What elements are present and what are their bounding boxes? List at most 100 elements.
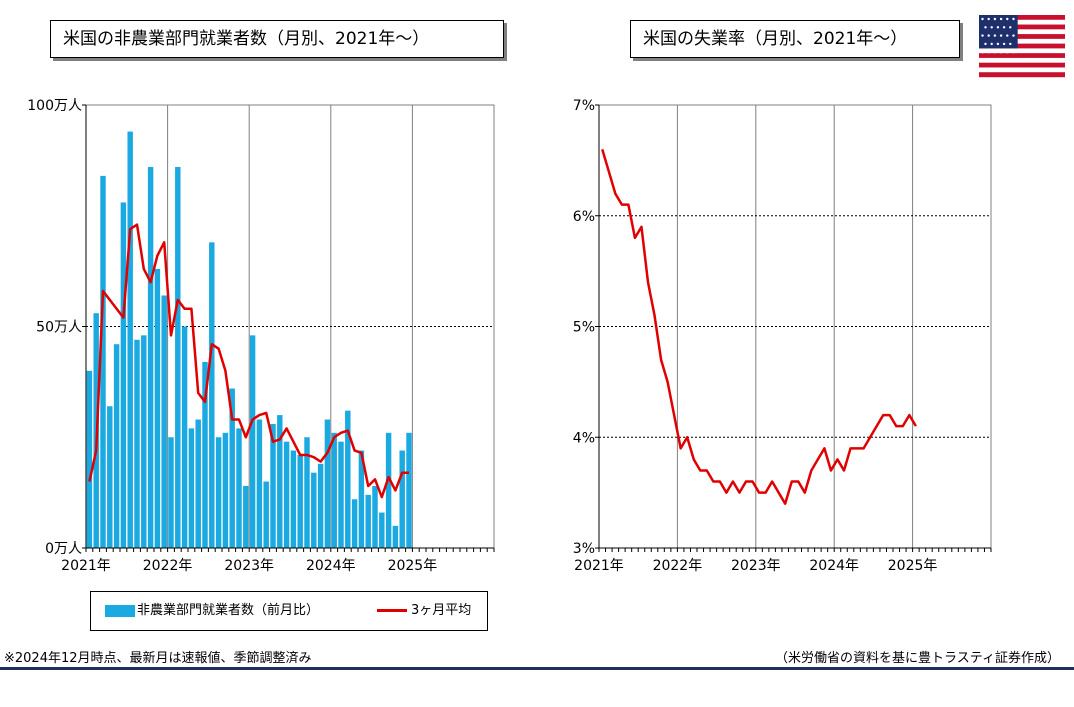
flag-star: [1009, 26, 1012, 29]
bar: [229, 388, 235, 548]
moving-average-line: [88, 223, 409, 499]
bar: [168, 437, 174, 548]
flag-stripe: [979, 24, 1065, 30]
bar: [317, 463, 324, 548]
flag-stripe: [979, 57, 1065, 63]
bar: [127, 131, 133, 548]
flag-star: [987, 17, 990, 21]
y-tick-label: 0万人: [45, 541, 82, 557]
bar: [256, 419, 263, 548]
bar: [324, 419, 331, 548]
us-flag-icon: [979, 15, 1065, 78]
flag-star: [1002, 42, 1006, 46]
bar: [351, 499, 358, 548]
flag-star: [1012, 51, 1015, 54]
flag-stripe: [979, 15, 1065, 20]
bar: [154, 268, 161, 548]
bar: [86, 370, 93, 548]
flag-star: [1002, 26, 1006, 29]
bar: [113, 344, 120, 548]
bar: [134, 339, 140, 548]
flag-star: [1006, 51, 1009, 54]
flag-star: [984, 26, 987, 29]
bottom-rule: [0, 667, 1074, 670]
bar: [283, 441, 290, 548]
bar: [120, 202, 127, 548]
flag-star: [993, 51, 997, 54]
bar: [406, 432, 412, 548]
flag-star: [999, 17, 1003, 21]
source-note: （米労働省の資料を基に豊トラスティ証券作成）: [775, 651, 1060, 666]
footnote: ※2024年12月時点、最新月は速報値、季節調整済み: [4, 651, 312, 666]
x-tick-label: 2025年: [388, 558, 438, 574]
flag-star: [996, 42, 1000, 46]
bar: [338, 441, 344, 548]
unemployment-plot: 3% 4% 5% 6% 7% 2021年 2022年 2023年 2024年 2025年: [573, 98, 992, 574]
bar: [392, 525, 399, 548]
flag-star: [987, 51, 990, 54]
flag-star: [999, 51, 1003, 54]
bar: [263, 481, 269, 548]
x-tick-label: 2021年: [574, 558, 624, 574]
flag-stripe: [979, 53, 1065, 59]
x-tick-label: 2023年: [224, 558, 274, 574]
flag-stripe: [979, 43, 1065, 49]
flag-star: [1009, 42, 1012, 46]
bar: [331, 432, 337, 548]
employment-plot: 0万人 50万人 100万人 2021年 2022年 2023年 2024年 2025年: [27, 98, 495, 574]
right-chart-title: 米国の失業率（月別、2021年～）: [630, 20, 960, 58]
bar: [141, 335, 147, 548]
y-tick-label: 5%: [573, 320, 595, 336]
flag-star: [999, 34, 1003, 37]
flag-stripe: [979, 48, 1065, 54]
flag-stripe: [979, 29, 1065, 35]
flag-stripe: [979, 62, 1065, 68]
flag-star: [984, 42, 987, 46]
flag-stripe: [979, 72, 1065, 78]
flag-star: [1006, 34, 1009, 37]
legend-line-swatch: [377, 609, 407, 612]
bar: [215, 437, 222, 548]
bar: [222, 432, 229, 548]
flag-star: [981, 34, 984, 37]
bar: [181, 326, 188, 548]
flag-star: [1006, 17, 1009, 21]
legend-line-label: 3ヶ月平均: [411, 603, 472, 618]
bar: [195, 419, 201, 548]
flag-star: [993, 17, 997, 21]
legend-bar-swatch: [105, 604, 135, 617]
bar: [290, 450, 297, 548]
chart-legend: 非農業部門就業者数（前月比） 3ヶ月平均: [90, 591, 488, 631]
bar: [161, 295, 167, 548]
bar: [100, 175, 106, 548]
bar: [202, 361, 208, 548]
flag-star: [981, 51, 984, 54]
flag-stripe: [979, 38, 1065, 44]
y-tick-label: 50万人: [36, 320, 82, 336]
y-tick-label: 4%: [573, 430, 595, 446]
bar: [297, 454, 303, 548]
flag-star: [990, 42, 993, 46]
legend-bar-label: 非農業部門就業者数（前月比）: [137, 603, 320, 618]
x-tick-label: 2024年: [809, 558, 859, 574]
bar: [277, 415, 283, 548]
bar: [399, 450, 405, 548]
bar: [304, 437, 310, 548]
bar: [385, 432, 392, 548]
flag-star: [993, 34, 997, 37]
series-line: [601, 148, 917, 505]
legend-item-bars: 非農業部門就業者数（前月比）: [105, 592, 319, 630]
x-tick-label: 2022年: [653, 558, 703, 574]
bar: [243, 485, 249, 548]
flag-star: [990, 26, 993, 29]
bar: [147, 167, 154, 548]
legend-item-line: 3ヶ月平均: [377, 592, 471, 630]
bar: [365, 494, 371, 548]
bar: [270, 423, 276, 548]
x-tick-label: 2024年: [306, 558, 356, 574]
bar: [175, 167, 181, 548]
y-tick-label: 3%: [573, 541, 595, 557]
flag-star: [1012, 17, 1015, 21]
x-tick-label: 2021年: [61, 558, 111, 574]
